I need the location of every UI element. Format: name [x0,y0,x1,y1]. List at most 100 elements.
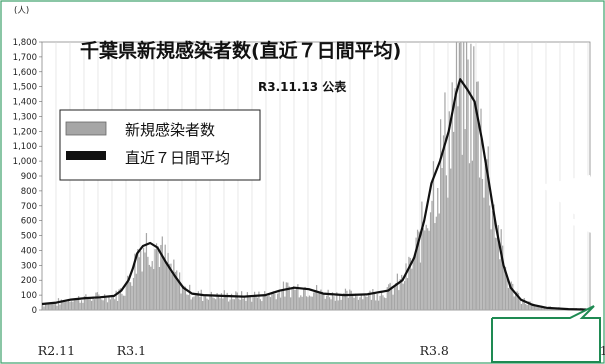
daily-bar [189,284,191,310]
daily-bar [243,295,246,310]
daily-bar [294,289,296,310]
daily-bar [454,88,456,310]
daily-bar [115,290,117,310]
daily-bar [399,279,401,310]
daily-bar [112,295,114,310]
daily-bar [425,224,427,310]
daily-bar [464,129,466,310]
daily-bar [402,283,404,310]
daily-bar [522,300,524,310]
daily-bar [477,81,479,310]
daily-bar [277,293,279,310]
daily-bar [414,255,416,310]
daily-bar [170,263,172,310]
y-tick-label: 500 [21,232,37,242]
chart-subtitle: R3.11.13 公表 [258,79,347,94]
daily-bar [96,292,99,310]
daily-bar [105,297,107,310]
daily-bar [450,168,452,310]
y-axis: 1,800 1,700 1,600 1,500 1,400 1,300 1,200 1,100… [13,38,42,316]
y-tick-label: 900 [21,172,37,182]
daily-bar [369,290,371,310]
daily-bar [301,296,303,310]
daily-bar [451,82,453,310]
daily-bar [491,210,494,310]
daily-bar [432,161,435,310]
daily-bar [50,303,52,310]
daily-bar [49,303,51,310]
daily-bar [108,295,110,310]
daily-bar [158,267,161,310]
daily-bar [503,269,505,310]
daily-bar [455,42,458,310]
daily-bar [207,299,210,310]
daily-bar [424,230,426,310]
daily-bar [422,228,424,310]
y-tick-label: 200 [21,276,37,286]
daily-bar [177,279,179,310]
daily-bar [135,273,137,310]
daily-bar [411,268,413,310]
daily-bar [253,291,256,310]
daily-bar [303,288,305,310]
daily-bar [251,301,253,310]
seven-day-average-line [41,78,588,311]
daily-bar [356,296,358,310]
daily-bar [465,42,468,310]
callout-arrow-shaft [540,175,600,233]
daily-bar [468,163,471,310]
daily-bar [509,283,511,310]
daily-bar [530,304,533,310]
daily-bar [409,258,411,310]
daily-bar [392,294,394,310]
y-tick-label: 1,100 [13,142,37,152]
daily-bar [307,297,309,310]
daily-bar [83,296,86,310]
legend-swatch-average [66,151,106,160]
daily-bar [380,291,383,310]
daily-bar [343,293,345,310]
daily-bar [252,296,254,310]
daily-bar [300,295,302,310]
daily-bar [66,301,68,310]
x-tick-label: R3.8 [420,343,449,358]
daily-bar [463,42,465,310]
daily-bar [428,230,430,310]
daily-bar [376,294,378,310]
daily-bar [197,291,199,310]
daily-bar [210,291,212,310]
daily-bar [349,289,351,310]
y-tick-label: 1,500 [13,83,37,93]
daily-bar [104,294,106,310]
daily-bar [142,247,145,310]
daily-bar [186,294,188,310]
y-tick-label: 700 [21,202,37,212]
daily-bar [347,297,349,310]
daily-bar [441,168,443,310]
daily-bar [494,237,497,310]
daily-bar [336,292,338,310]
daily-bar [190,299,192,310]
daily-bar [216,292,218,310]
daily-bar [415,237,417,310]
daily-bar [235,291,237,310]
callout-arrow-edge [566,216,600,236]
daily-bar [173,259,175,310]
daily-bar [386,287,388,310]
daily-bar [154,249,156,310]
chart-title: 千葉県新規感染者数(直近７日間平均) [80,39,401,62]
daily-bar [504,266,507,310]
daily-bar [536,305,538,310]
daily-bar [233,299,236,310]
daily-bar [285,282,287,310]
daily-bar [497,225,499,310]
daily-bar [246,292,249,310]
daily-bar [69,301,71,310]
daily-bar [382,295,384,310]
daily-bar [500,229,502,310]
daily-bar [442,135,445,310]
daily-bar [401,274,403,310]
daily-bar [350,290,352,310]
daily-bar [70,301,73,310]
daily-bar [65,301,67,310]
